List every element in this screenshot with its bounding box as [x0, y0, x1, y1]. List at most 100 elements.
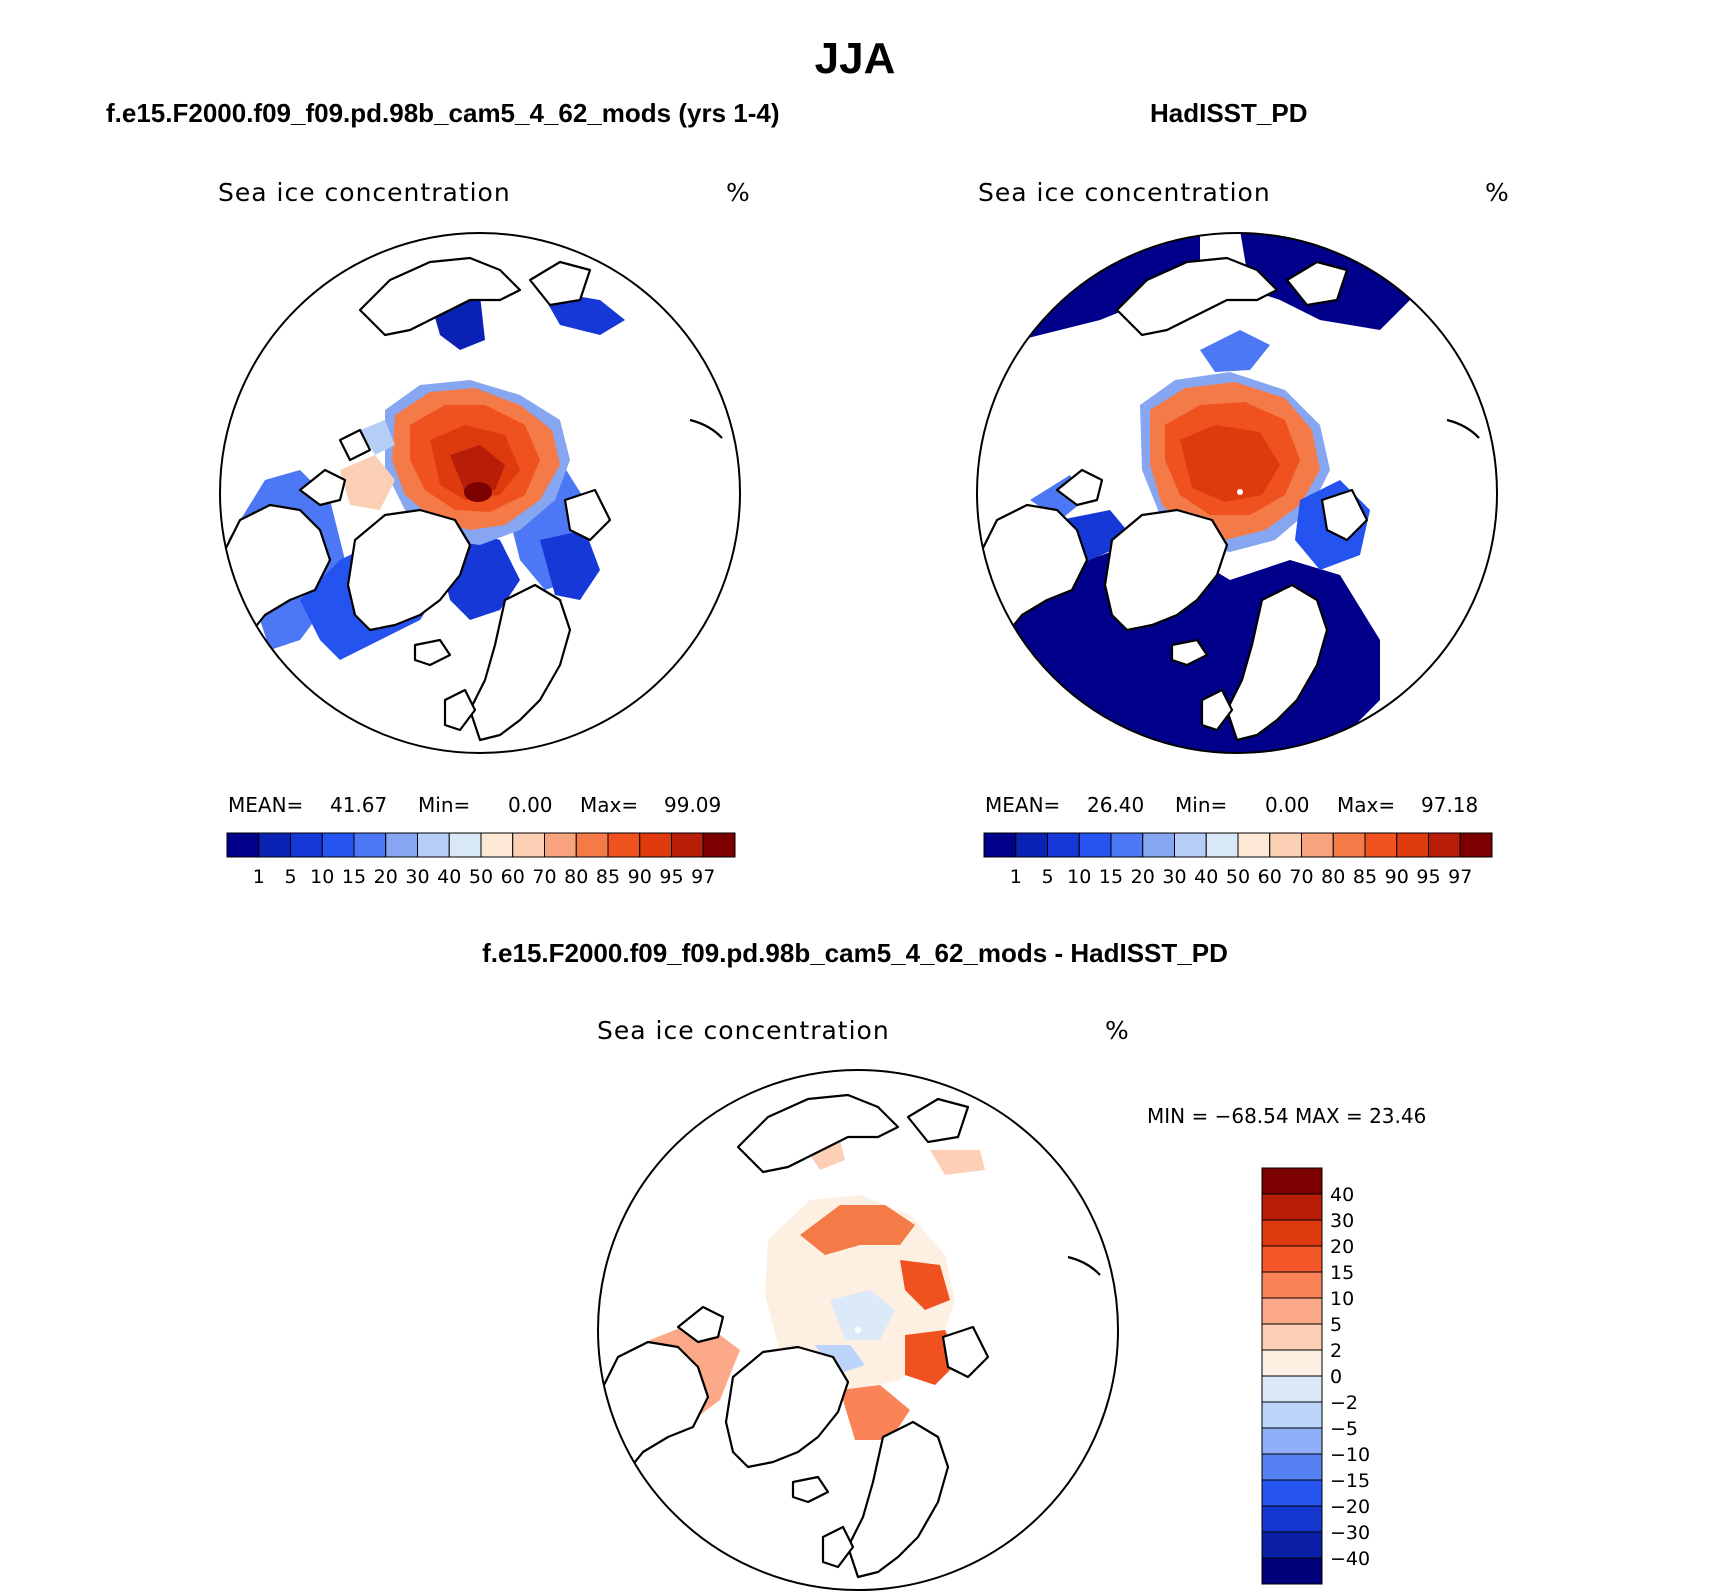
colorbar-obs-swatch: [1015, 832, 1048, 858]
colorbar-model-swatch: [480, 832, 514, 858]
colorbar-model-label: 70: [532, 866, 556, 888]
min-label-obs: Min=: [1175, 793, 1228, 817]
colorbar-model: 1 5 10 15 20 30 40 50 60 70 80 85 90 95 97: [226, 832, 736, 888]
colorbar-obs-label: 80: [1321, 866, 1345, 888]
colorbar-obs-label: 97: [1448, 866, 1472, 888]
colorbar-model-swatch: [321, 832, 355, 858]
panel-title-model: f.e15.F2000.f09_f09.pd.98b_cam5_4_62_mod…: [106, 98, 780, 128]
map-obs: [976, 232, 1498, 754]
colorbar-obs-swatch: [1205, 832, 1239, 858]
colorbar-diff-label: 2: [1330, 1340, 1342, 1362]
colorbar-diff-swatch: [1261, 1401, 1323, 1429]
colorbar-obs-swatch: [1301, 832, 1334, 858]
colorbar-model-swatch: [353, 832, 387, 858]
colorbar-obs-label: 60: [1258, 866, 1282, 888]
mean-value-obs: 26.40: [1087, 793, 1145, 817]
colorbar-obs-swatch: [1269, 832, 1302, 858]
colorbar-model-swatch: [226, 832, 260, 858]
coastlines-obs: [977, 256, 1480, 742]
map-model: [219, 232, 741, 754]
colorbar-obs-label: 1: [1010, 866, 1022, 888]
colorbar-obs-label: 30: [1162, 866, 1186, 888]
colorbar-diff-swatch: [1261, 1427, 1323, 1455]
mean-label-model: MEAN=: [228, 793, 304, 817]
colorbar-obs-label: 95: [1416, 866, 1440, 888]
colorbar-model-swatch: [512, 832, 545, 858]
colorbar-model-label: 50: [469, 866, 493, 888]
colorbar-diff-label: −20: [1330, 1496, 1370, 1518]
panel-title-obs: HadISST_PD: [1150, 98, 1308, 128]
colorbar-obs-swatch: [1364, 832, 1398, 858]
colorbar-obs-label: 40: [1194, 866, 1218, 888]
colorbar-model-swatch: [290, 832, 323, 858]
units-label-model: %: [726, 178, 751, 207]
colorbar-model-label: 97: [691, 866, 715, 888]
colorbar-diff-swatch: [1261, 1557, 1323, 1585]
colorbar-obs-swatch: [983, 832, 1017, 858]
colorbar-obs-swatch: [1142, 832, 1175, 858]
mean-value-model: 41.67: [330, 793, 388, 817]
colorbar-model-swatch: [671, 832, 704, 858]
colorbar-diff-swatch: [1261, 1167, 1323, 1195]
colorbar-diff-swatch: [1261, 1453, 1323, 1481]
colorbar-diff-swatch: [1261, 1323, 1323, 1351]
colorbar-diff-label: −2: [1330, 1392, 1358, 1414]
main-title: JJA: [814, 34, 896, 83]
colorbar-diff-label: −15: [1330, 1470, 1370, 1492]
min-label-model: Min=: [418, 793, 471, 817]
colorbar-diff-swatch: [1261, 1271, 1323, 1299]
colorbar-model-swatch: [385, 832, 418, 858]
panel-title-diff: f.e15.F2000.f09_f09.pd.98b_cam5_4_62_mod…: [482, 938, 1228, 968]
colorbar-obs-swatch: [1110, 832, 1144, 858]
colorbar-model-label: 90: [628, 866, 652, 888]
colorbar-diff-swatch: [1261, 1505, 1323, 1533]
colorbar-obs: 1 5 10 15 20 30 40 50 60 70 80 85 90 95 97: [983, 832, 1493, 888]
colorbar-diff-label: 10: [1330, 1288, 1354, 1310]
map-diff: [597, 1069, 1119, 1591]
colorbar-model-label: 1: [253, 866, 265, 888]
colorbar-model-swatch: [575, 832, 609, 858]
colorbar-diff-label: −5: [1330, 1418, 1358, 1440]
max-value-model: 99.09: [664, 793, 722, 817]
colorbar-diff-label: −10: [1330, 1444, 1370, 1466]
colorbar-model-label: 80: [564, 866, 588, 888]
colorbar-diff-label: 20: [1330, 1236, 1354, 1258]
colorbar-model-swatch: [417, 832, 450, 858]
colorbar-diff-label: 40: [1330, 1184, 1354, 1206]
colorbar-obs-label: 10: [1067, 866, 1091, 888]
variable-label-model: Sea ice concentration: [218, 178, 511, 207]
colorbar-model-label: 95: [659, 866, 683, 888]
colorbar-diff-swatch: [1261, 1531, 1323, 1559]
colorbar-model-label: 60: [501, 866, 525, 888]
units-label-obs: %: [1485, 178, 1510, 207]
min-value-obs: 0.00: [1265, 793, 1310, 817]
colorbar-diff-swatch: [1261, 1219, 1323, 1247]
colorbar-diff-label: 15: [1330, 1262, 1354, 1284]
colorbar-obs-swatch: [1459, 832, 1493, 858]
colorbar-obs-swatch: [1174, 832, 1207, 858]
mean-label-obs: MEAN=: [985, 793, 1061, 817]
colorbar-obs-label: 90: [1385, 866, 1409, 888]
colorbar-model-label: 20: [374, 866, 398, 888]
colorbar-model-label: 30: [405, 866, 429, 888]
variable-label-obs: Sea ice concentration: [978, 178, 1271, 207]
colorbar-model-label: 15: [342, 866, 366, 888]
colorbar-model-swatch: [607, 832, 641, 858]
colorbar-model-swatch: [258, 832, 291, 858]
colorbar-model-swatch: [702, 832, 736, 858]
colorbar-diff-swatch: [1261, 1245, 1323, 1273]
max-label-obs: Max=: [1337, 793, 1396, 817]
colorbar-obs-swatch: [1078, 832, 1112, 858]
colorbar-diff-label: 30: [1330, 1210, 1354, 1232]
colorbar-obs-swatch: [1332, 832, 1366, 858]
colorbar-diff-label: −30: [1330, 1522, 1370, 1544]
colorbar-obs-swatch: [1237, 832, 1271, 858]
colorbar-model-label: 10: [310, 866, 334, 888]
variable-label-diff: Sea ice concentration: [597, 1016, 890, 1045]
colorbar-diff-label: 5: [1330, 1314, 1342, 1336]
units-label-diff: %: [1105, 1016, 1130, 1045]
max-label-model: Max=: [580, 793, 639, 817]
colorbar-obs-label: 85: [1353, 866, 1377, 888]
colorbar-obs-label: 70: [1289, 866, 1313, 888]
